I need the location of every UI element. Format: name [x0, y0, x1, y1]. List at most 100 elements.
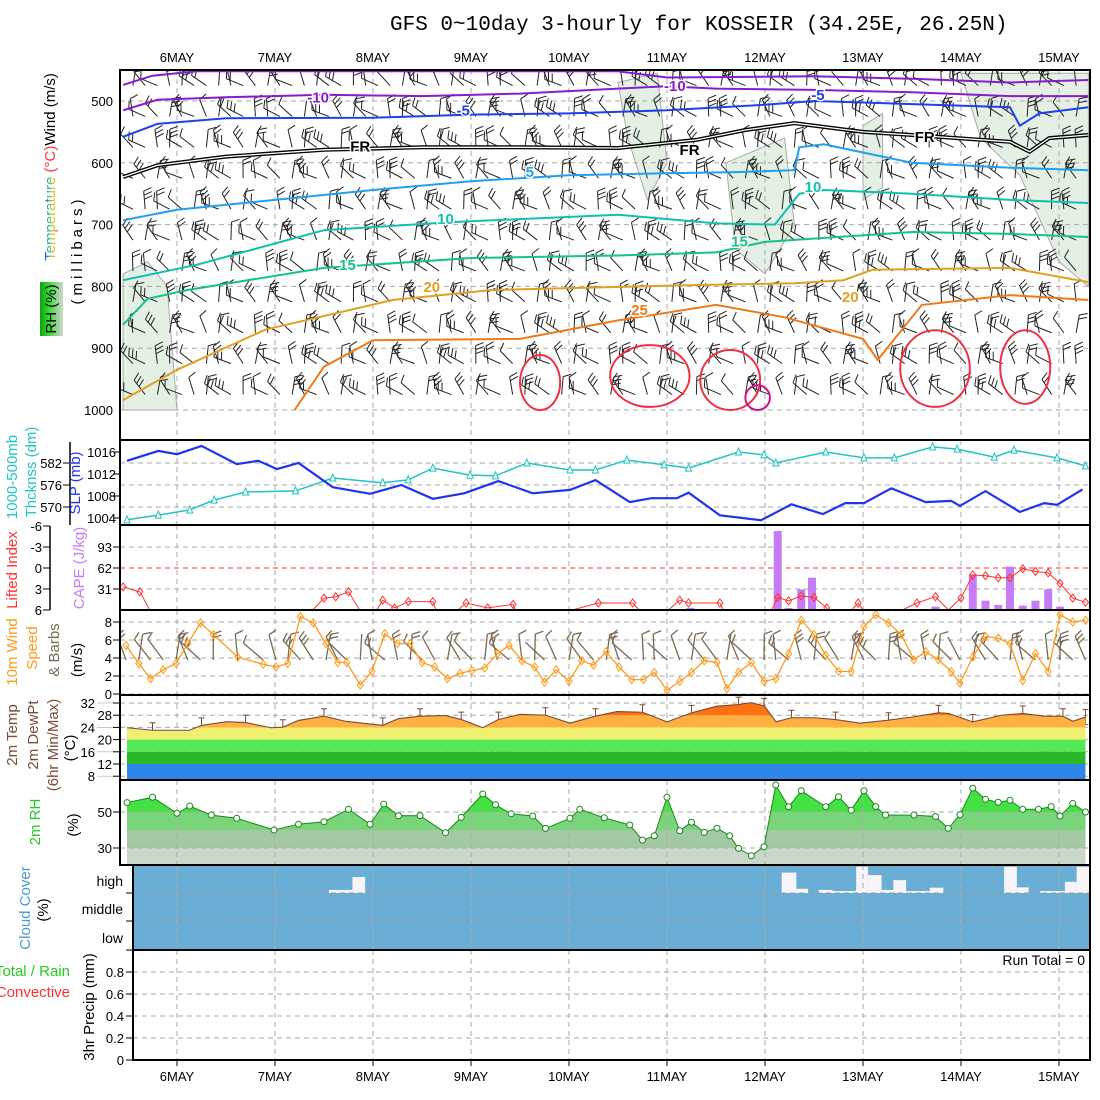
wind-barb-feather — [1074, 629, 1082, 637]
wind-barb-feather — [486, 279, 496, 285]
wind-barb-feather — [147, 314, 153, 323]
wind-barb-staff — [120, 641, 127, 661]
wind-barb-staff — [695, 191, 700, 210]
wind-barb-staff — [778, 75, 795, 86]
wind-barb-feather — [620, 279, 628, 285]
lifted-index-marker — [854, 598, 862, 608]
wind-barb-feather — [452, 250, 461, 254]
wind-barb-feather — [147, 224, 157, 227]
temp-tick-label: 24 — [81, 720, 95, 735]
wind-barb-feather — [440, 95, 450, 100]
wind-barb-feather — [999, 314, 1003, 323]
rh-marker — [994, 798, 1002, 806]
wind-barb-feather — [1008, 217, 1016, 224]
wind-barb-staff — [387, 98, 391, 117]
wind-speed-marker — [969, 652, 977, 662]
wind-barb-feather — [858, 319, 861, 329]
wind-barb-feather — [427, 192, 431, 202]
wind-barb-staff — [1002, 222, 1006, 241]
wind-barb-staff — [349, 386, 366, 395]
wind-barb-feather — [525, 165, 534, 169]
date-label-top: 9MAY — [454, 50, 489, 65]
slp-line — [126, 444, 1084, 522]
wind-barb-feather — [701, 631, 707, 640]
wind-barb-feather — [207, 377, 211, 387]
wind-barb-staff — [242, 191, 247, 210]
isotherm-label: 15 — [339, 257, 356, 274]
thickness-marker — [953, 443, 961, 453]
wind-barb-staff — [887, 171, 905, 179]
wind-barb-feather — [133, 280, 139, 289]
wind-speed-marker — [602, 646, 610, 657]
wind-barb-feather — [387, 98, 396, 104]
wind-barb-feather — [1074, 341, 1083, 347]
wind-barb-feather — [581, 347, 584, 356]
wind-barb-staff — [806, 283, 808, 302]
wind-barb-staff — [630, 222, 636, 241]
wind-barb-feather — [864, 253, 867, 262]
wind-barb-feather — [907, 66, 915, 68]
wind-barb-feather — [355, 100, 365, 104]
wind-barb-feather — [454, 155, 461, 163]
wind-barb-feather — [243, 187, 249, 196]
rh-marker — [600, 814, 608, 822]
wind-barb-feather — [933, 252, 939, 260]
wind-barb-staff — [851, 323, 869, 334]
wind-barb-feather — [299, 379, 307, 386]
wind-barb-staff — [179, 352, 195, 365]
wind-barb-feather — [171, 316, 181, 320]
wind-barb-feather — [698, 193, 708, 196]
wind-barb-staff — [854, 165, 869, 179]
wind-barb-staff — [536, 283, 541, 302]
thickness-marker — [684, 462, 693, 472]
rh-marker — [700, 828, 708, 836]
wind-barb-staff — [432, 377, 440, 395]
wind-barb-feather — [944, 312, 953, 316]
wind-barb-feather — [194, 227, 204, 231]
wind-barb-staff — [226, 107, 244, 117]
temp-tick-label: 12 — [98, 757, 112, 772]
wind-barb-staff — [287, 345, 293, 364]
wind-barb-feather — [846, 165, 849, 174]
wind-barb-feather — [445, 309, 454, 316]
wind-barb-staff — [507, 264, 526, 272]
wind-barb-feather — [376, 376, 385, 382]
wind-barb-feather — [263, 316, 266, 325]
wind-barb-staff — [720, 380, 734, 395]
wind-barb-feather — [895, 195, 899, 204]
wind-barb-feather — [928, 373, 934, 382]
wind-barb-feather — [673, 65, 681, 67]
wind-barb-feather — [202, 193, 210, 201]
wind-barb-feather — [636, 130, 640, 139]
wind-barb-feather — [282, 217, 290, 225]
wind-barb-feather — [578, 221, 585, 229]
wind-barb-feather — [587, 372, 594, 381]
wind-barb-feather — [398, 248, 407, 254]
wind-speed-marker — [418, 657, 426, 668]
wind-barb-feather — [572, 343, 578, 352]
wind-barb-staff — [364, 222, 367, 241]
wind-barb-staff — [845, 348, 857, 364]
wind-barb-feather — [376, 221, 385, 227]
wind-barb-staff — [863, 78, 881, 87]
wind-barb-feather — [406, 63, 412, 69]
wind-barb-feather — [1051, 191, 1060, 196]
wind-barb-staff — [642, 160, 648, 179]
wind-barb-staff — [252, 160, 256, 179]
wind-barb-feather — [1014, 255, 1018, 264]
rh-marker — [676, 827, 684, 835]
wind-barb-staff — [597, 222, 602, 241]
thickness-marker — [379, 477, 387, 487]
wind-barb-feather — [940, 288, 950, 293]
wind-barb-feather — [169, 133, 178, 138]
wind-barb-feather — [680, 99, 683, 108]
wind-barb-feather — [343, 158, 353, 161]
wind-barb-feather — [929, 350, 938, 355]
wind-barb-staff — [940, 283, 942, 302]
wind-barb-feather — [670, 629, 679, 636]
wind-barb-staff — [253, 98, 256, 117]
wind-barb-staff — [599, 225, 612, 241]
wind-barb-staff — [177, 635, 189, 661]
wind-barb-feather — [287, 638, 294, 647]
wind-barb-feather — [802, 161, 805, 171]
